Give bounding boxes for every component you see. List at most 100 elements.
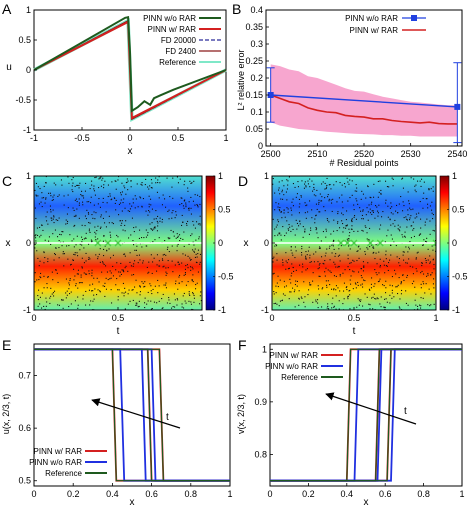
residual-point xyxy=(310,261,312,263)
residual-point xyxy=(383,285,385,287)
residual-point xyxy=(404,236,406,238)
residual-point xyxy=(193,301,195,303)
residual-point xyxy=(177,261,179,263)
residual-point xyxy=(309,257,311,259)
residual-point xyxy=(121,191,123,193)
residual-point xyxy=(150,300,152,302)
residual-point xyxy=(306,204,308,206)
residual-point xyxy=(372,210,374,212)
residual-point xyxy=(197,253,199,255)
panel-c-colorbar-label: -0.5 xyxy=(218,272,234,282)
residual-point xyxy=(39,226,41,228)
residual-point xyxy=(132,265,134,267)
residual-point xyxy=(321,200,323,202)
residual-point xyxy=(287,211,289,213)
residual-point xyxy=(93,185,95,187)
residual-point xyxy=(97,203,99,205)
residual-point xyxy=(304,181,306,183)
residual-point xyxy=(317,302,319,304)
residual-point xyxy=(34,235,36,237)
residual-point xyxy=(427,203,429,205)
residual-point xyxy=(355,283,357,285)
panel-b: 2500 2510 2520 2530 254000.050.10.150.20.250… xyxy=(236,5,467,168)
residual-point xyxy=(73,209,75,211)
residual-point xyxy=(351,180,353,182)
residual-point xyxy=(90,202,92,204)
panel-c: 0 0.5 1-101-1-0.500.51 t x xyxy=(6,171,234,337)
residual-point xyxy=(149,223,151,225)
residual-point xyxy=(365,226,367,228)
residual-point xyxy=(399,265,401,267)
panel-e-ytick-label: 0.5 xyxy=(18,476,31,486)
residual-point xyxy=(49,297,51,299)
residual-point xyxy=(289,278,291,280)
residual-point xyxy=(90,239,92,241)
residual-point xyxy=(61,245,63,247)
residual-point xyxy=(89,231,91,233)
residual-point xyxy=(379,265,381,267)
residual-point xyxy=(179,234,181,236)
residual-point xyxy=(302,263,304,265)
residual-point xyxy=(331,307,333,309)
residual-point xyxy=(49,192,51,194)
residual-point xyxy=(423,283,425,285)
residual-point xyxy=(295,250,297,252)
residual-point xyxy=(104,222,106,224)
residual-point xyxy=(86,273,88,275)
residual-point xyxy=(47,261,49,263)
residual-point xyxy=(375,298,377,300)
residual-point xyxy=(417,180,419,182)
residual-point xyxy=(102,177,104,179)
residual-point xyxy=(315,203,317,205)
residual-point xyxy=(93,190,95,192)
residual-point xyxy=(161,204,163,206)
residual-point xyxy=(283,209,285,211)
residual-point xyxy=(369,246,371,248)
panel-d-xtick-label: 0 xyxy=(269,313,274,323)
residual-point xyxy=(63,265,65,267)
residual-point xyxy=(336,201,338,203)
residual-point xyxy=(150,308,152,310)
residual-point xyxy=(120,262,122,264)
residual-point xyxy=(158,285,160,287)
residual-point xyxy=(412,221,414,223)
residual-point xyxy=(385,287,387,289)
residual-point xyxy=(188,201,190,203)
residual-point xyxy=(342,303,344,305)
residual-point xyxy=(158,260,160,262)
panel-c-ylabel: x xyxy=(6,238,11,249)
residual-point xyxy=(300,296,302,298)
residual-point xyxy=(379,278,381,280)
residual-point xyxy=(141,246,143,248)
residual-point xyxy=(347,200,349,202)
residual-point xyxy=(119,271,121,273)
residual-point xyxy=(404,235,406,237)
residual-point xyxy=(357,281,359,283)
panel-a-ytick-label: -1 xyxy=(23,125,31,135)
residual-point xyxy=(195,284,197,286)
residual-point xyxy=(196,204,198,206)
residual-point xyxy=(184,300,186,302)
residual-point xyxy=(349,279,351,281)
residual-point xyxy=(175,214,177,216)
residual-point xyxy=(120,194,122,196)
residual-point xyxy=(361,214,363,216)
residual-point xyxy=(67,258,69,260)
residual-point xyxy=(105,226,107,228)
residual-point xyxy=(68,182,70,184)
residual-point xyxy=(304,231,306,233)
residual-point xyxy=(416,270,418,272)
residual-point xyxy=(401,289,403,291)
residual-point xyxy=(73,246,75,248)
residual-point xyxy=(168,251,170,253)
residual-point xyxy=(343,282,345,284)
residual-point xyxy=(289,226,291,228)
residual-point xyxy=(172,177,174,179)
residual-point xyxy=(360,198,362,200)
residual-point xyxy=(357,298,359,300)
residual-point xyxy=(183,231,185,233)
residual-point xyxy=(84,190,86,192)
residual-point xyxy=(74,252,76,254)
residual-point xyxy=(296,193,298,195)
